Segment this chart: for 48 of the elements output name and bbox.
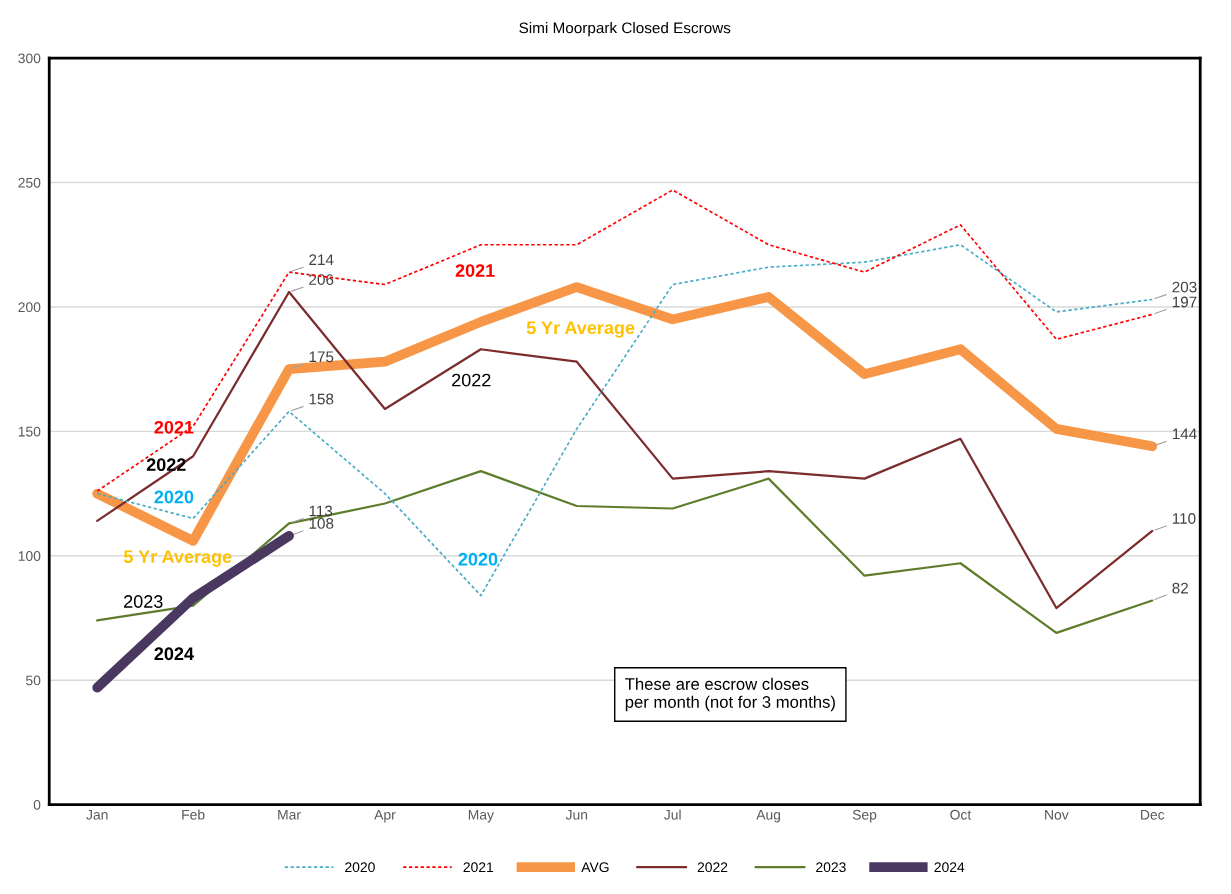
annotation: 2021 bbox=[154, 420, 194, 434]
legend-label: 2020 bbox=[345, 862, 375, 873]
annotation: 2020 bbox=[154, 490, 194, 504]
line-series bbox=[96, 470, 1154, 635]
data-label: 206 bbox=[309, 274, 334, 285]
x-tick-label: Dec bbox=[1141, 809, 1165, 820]
x-tick-label: Sep bbox=[852, 809, 877, 823]
y-tick-label: 50 bbox=[26, 675, 41, 686]
y-tick-label: 0 bbox=[33, 799, 41, 810]
data-label: 82 bbox=[1172, 582, 1188, 594]
x-tick-label: Aug bbox=[756, 809, 781, 823]
legend-label: 2024 bbox=[934, 862, 965, 873]
y-tick-label: 300 bbox=[18, 53, 41, 64]
data-label: 113 bbox=[309, 505, 333, 517]
data-label: 158 bbox=[309, 393, 334, 405]
legend-label: 2021 bbox=[463, 862, 494, 873]
data-label: 197 bbox=[1172, 296, 1197, 308]
x-tick-label: Oct bbox=[950, 809, 972, 820]
data-label: 214 bbox=[309, 254, 334, 265]
chart-title: Simi Moorpark Closed Escrows bbox=[519, 22, 731, 37]
x-tick-label: Jul bbox=[664, 809, 681, 820]
data-label: 108 bbox=[309, 518, 334, 529]
x-tick-label: Apr bbox=[374, 809, 396, 823]
x-tick-label: May bbox=[468, 809, 494, 823]
data-label: 110 bbox=[1172, 513, 1196, 524]
annotation: 2020 bbox=[458, 552, 498, 566]
x-tick-label: Jun bbox=[565, 809, 588, 820]
legend-label: AVG bbox=[581, 862, 609, 873]
x-tick-label: Nov bbox=[1045, 809, 1069, 820]
legend-label: 2023 bbox=[816, 862, 846, 873]
x-tick-label: Mar bbox=[278, 809, 301, 820]
annotation: 2023 bbox=[124, 595, 163, 608]
annotation: 2021 bbox=[455, 264, 495, 277]
y-tick-label: 200 bbox=[18, 302, 41, 313]
y-tick-label: 150 bbox=[18, 426, 41, 437]
x-tick-label: Feb bbox=[182, 809, 205, 820]
annotation: 5 Yr Average bbox=[526, 321, 635, 338]
annotation: 2024 bbox=[154, 647, 194, 661]
y-tick-label: 100 bbox=[18, 551, 41, 561]
annotation: 2022 bbox=[452, 373, 491, 387]
annotation: 5 Yr Average bbox=[123, 550, 232, 567]
annotation: These are escrow closes per month (not for 3 months) bbox=[625, 677, 835, 712]
data-label: 144 bbox=[1172, 428, 1197, 440]
data-label: 175 bbox=[309, 351, 334, 363]
data-label: 203 bbox=[1172, 281, 1197, 293]
y-tick-label: 250 bbox=[18, 177, 41, 188]
x-tick-label: Jan bbox=[86, 809, 108, 820]
legend-label: 2022 bbox=[697, 862, 728, 873]
